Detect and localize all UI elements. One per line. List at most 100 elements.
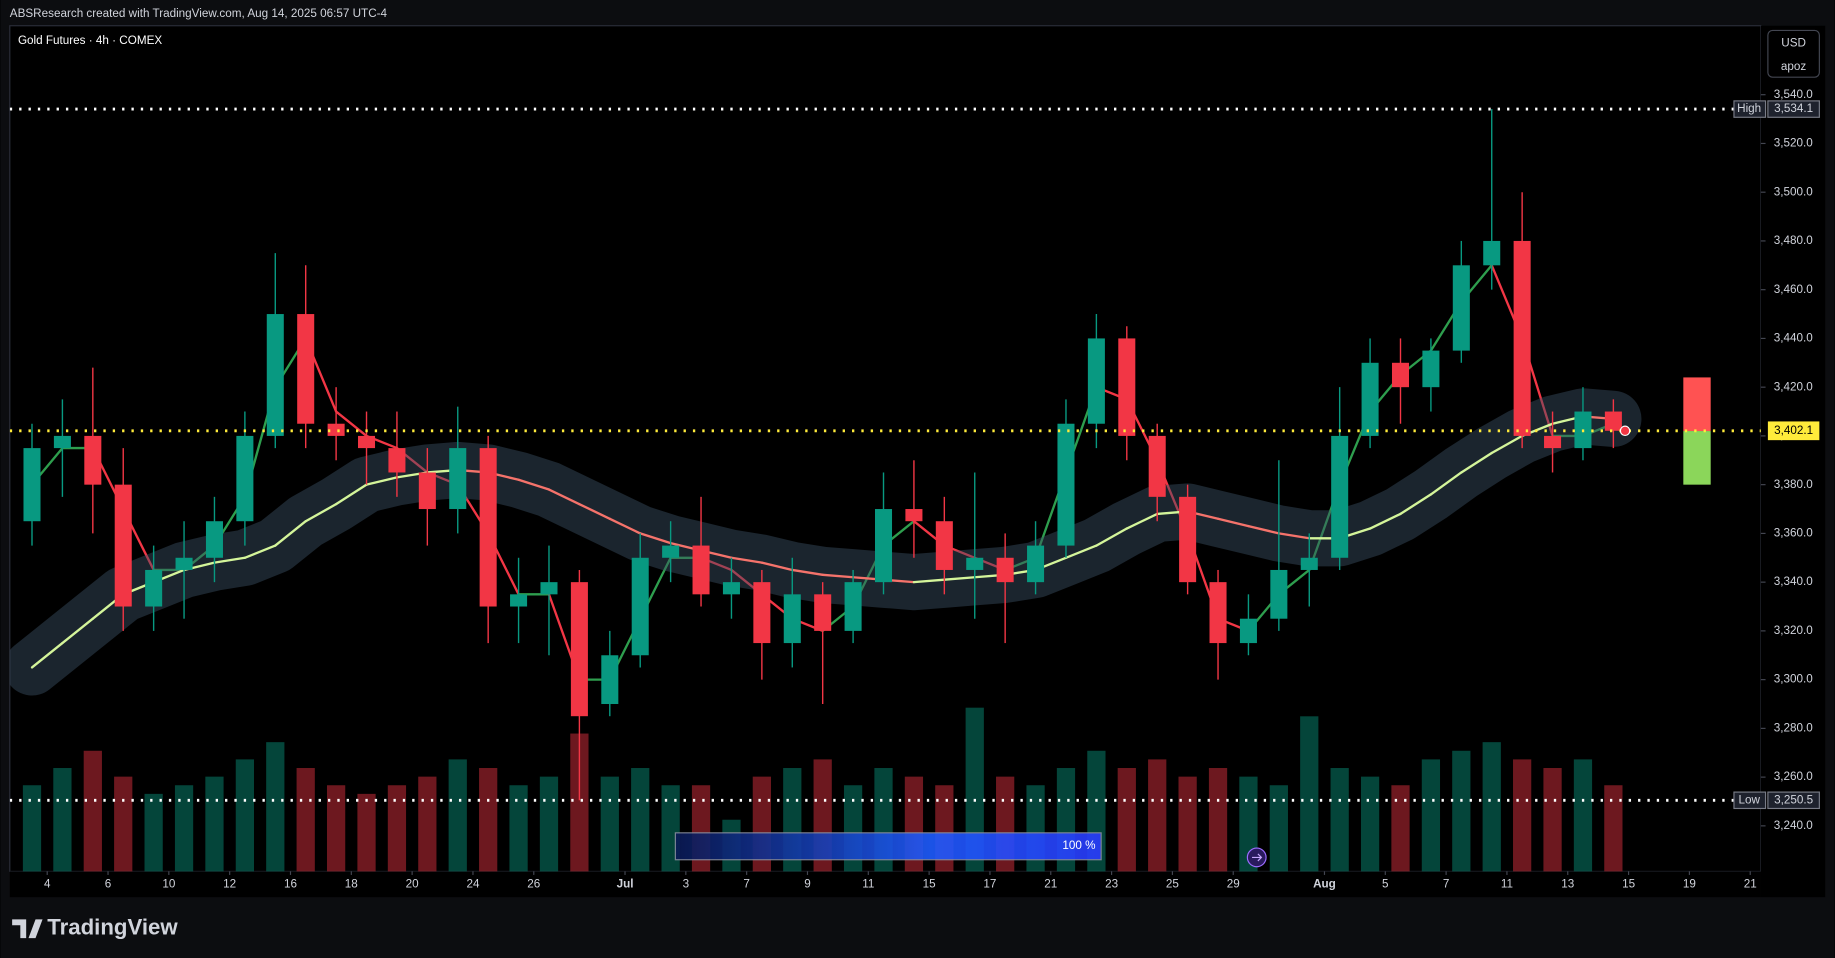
ma-segment [821, 573, 855, 579]
volume-bar [965, 707, 984, 872]
ma-segment [334, 410, 368, 438]
x-tick-label: 29 [1227, 877, 1240, 890]
x-tick-label: 15 [923, 877, 937, 890]
y-tick-label: 3,280.0 [1774, 721, 1813, 734]
candle-body [814, 594, 832, 631]
brand-logo [12, 919, 43, 939]
brand: TradingView [47, 915, 178, 940]
x-tick-label: 11 [862, 877, 874, 890]
x-tick-label: 11 [1501, 877, 1513, 890]
candle-body [753, 582, 771, 644]
volume-bar [53, 768, 72, 872]
x-tick-label: 19 [1683, 877, 1696, 890]
volume-bar [357, 793, 376, 872]
x-tick-label: 21 [1044, 877, 1057, 890]
x-tick-label: 25 [1166, 877, 1180, 890]
volume-bar [1391, 785, 1410, 872]
level-price-tag [1767, 100, 1820, 118]
volume-bar [83, 750, 102, 872]
x-tick-label: 17 [983, 877, 996, 890]
last-price-label: 3,402.1 [1774, 424, 1813, 437]
ma-segment [912, 578, 946, 584]
ma-segment [1064, 544, 1098, 559]
x-tick-label: 24 [466, 877, 480, 890]
ma-segment [1216, 517, 1250, 528]
ma-segment [517, 478, 551, 491]
x-tick-label: 21 [1744, 877, 1757, 890]
candle-body [266, 314, 284, 436]
volume-bar [600, 776, 619, 872]
candle-body [114, 484, 132, 607]
ma-segment [61, 617, 94, 645]
volume-bar [1117, 768, 1136, 872]
candle-body [205, 521, 223, 558]
volume-bar [479, 768, 498, 872]
candle-body [601, 655, 619, 705]
level-value-label: 3,250.5 [1774, 793, 1813, 806]
candle-body [540, 582, 558, 595]
volume-bar [387, 785, 407, 872]
x-tick-label: 18 [345, 877, 358, 890]
position-stop [1683, 377, 1711, 432]
x-tick-label: 10 [162, 877, 176, 890]
unit-box[interactable] [1767, 29, 1820, 78]
y-tick-label: 3,260.0 [1774, 770, 1813, 783]
x-tick-label: 23 [1105, 877, 1118, 890]
ma-segment [608, 517, 642, 535]
candle-body [510, 594, 528, 607]
candle-body [1391, 362, 1410, 388]
volume-bar [1604, 785, 1623, 872]
ma-segment [1247, 524, 1281, 535]
candle-body [53, 435, 71, 449]
ma-segment [213, 556, 247, 564]
ma-segment [1095, 527, 1128, 547]
candle-body [905, 509, 923, 522]
plot-area [9, 25, 1762, 873]
x-tick-label: 9 [804, 877, 811, 890]
candle-body [935, 521, 953, 570]
volume-bar [1330, 768, 1349, 872]
y-tick-label: 3,500.0 [1774, 185, 1813, 198]
volume-bar [114, 776, 133, 872]
position-target [1683, 431, 1711, 485]
volume-bar [1178, 776, 1197, 872]
chart-title: Gold Futures · 4h · COMEX [18, 34, 162, 47]
ma-segment [578, 502, 611, 520]
candle-body [1331, 435, 1349, 558]
candle-body [722, 582, 740, 595]
volume-bar [1239, 776, 1258, 872]
x-tick-label: 15 [1622, 877, 1636, 890]
candle-body [23, 448, 41, 522]
y-tick-label: 3,480.0 [1774, 234, 1813, 247]
candle-body [1087, 338, 1105, 424]
replay-bar[interactable] [674, 832, 1102, 861]
ma-segment [1368, 512, 1402, 530]
volume-bar [1452, 750, 1471, 872]
y-tick-label: 3,240.0 [1774, 819, 1813, 832]
event-icon-arrow [1252, 853, 1263, 862]
unit: apoz [1781, 60, 1807, 73]
x-tick-label: 7 [1443, 877, 1450, 890]
last-price-dot [1619, 425, 1631, 437]
candle-body [236, 435, 254, 522]
candle-body [1604, 411, 1622, 431]
volume-bar [235, 759, 254, 872]
x-tick-label: 20 [406, 877, 420, 890]
candle-body [418, 472, 436, 510]
candle-body [449, 448, 467, 510]
x-tick-label: Jul [617, 877, 634, 890]
ma-segment [943, 576, 976, 581]
x-tick-label: 13 [1561, 877, 1574, 890]
time-axis [9, 871, 1761, 898]
volume-bar [570, 733, 589, 872]
volume-bar [509, 785, 528, 872]
volume-bar [296, 768, 315, 872]
candle-body [1300, 557, 1318, 570]
volume-bar [1148, 759, 1167, 872]
candle-body [388, 448, 406, 473]
candle-body [1513, 240, 1531, 436]
candle-body [1422, 350, 1440, 388]
ma-segment [1399, 493, 1433, 516]
candle-body [1179, 496, 1197, 583]
candle-body [631, 557, 649, 656]
